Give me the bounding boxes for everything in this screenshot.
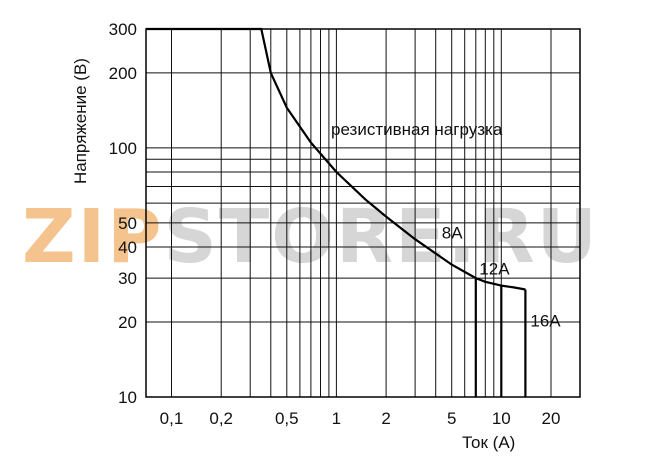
x-tick-label: 1: [332, 409, 341, 428]
y-tick-label: 30: [118, 269, 137, 288]
x-tick-labels: 0,1 0,2 0,5 1 2 5 10 20: [160, 409, 561, 428]
y-tick-label: 40: [118, 238, 137, 257]
y-tick-label: 100: [109, 139, 137, 158]
x-axis-title: Ток (А): [462, 433, 515, 452]
cutoff-lines: 8А 12А 16А: [442, 224, 561, 397]
y-tick-label: 10: [118, 388, 137, 407]
x-tick-label: 0,5: [275, 409, 299, 428]
x-tick-label: 20: [542, 409, 561, 428]
y-tick-label: 50: [118, 214, 137, 233]
curve-layer: [146, 27, 526, 291]
x-tick-label: 0,1: [160, 409, 184, 428]
y-tick-label: 20: [118, 313, 137, 332]
annotation-resistive-load: резистивная нагрузка: [331, 120, 503, 139]
y-axis-title: Напряжение (В): [71, 58, 90, 184]
x-tick-label: 0,2: [209, 409, 233, 428]
y-tick-labels: 10 20 30 40 50 100 200 300: [109, 20, 137, 407]
series-line: [146, 27, 526, 291]
cutoff-label: 12А: [479, 260, 510, 279]
watermark-text: ZIPSTORE.RU: [22, 194, 599, 280]
plot-frame: [145, 28, 581, 398]
cutoff-label: 16А: [530, 312, 561, 331]
x-tick-label: 10: [492, 409, 511, 428]
plot-border: [145, 28, 581, 398]
y-tick-label: 300: [109, 20, 137, 39]
grid: [146, 29, 580, 397]
x-tick-label: 5: [447, 409, 456, 428]
watermark: ZIPSTORE.RU: [22, 194, 599, 280]
cutoff-label: 8А: [442, 224, 463, 243]
x-tick-label: 2: [381, 409, 390, 428]
y-tick-label: 200: [109, 64, 137, 83]
